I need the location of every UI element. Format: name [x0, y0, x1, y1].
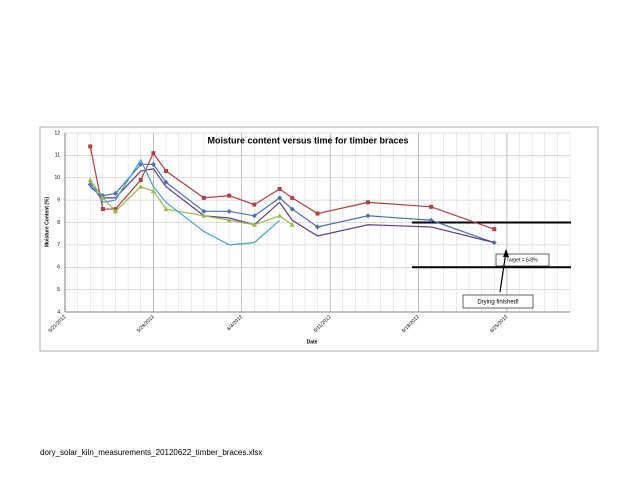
marker	[251, 222, 257, 227]
annotation-box	[495, 253, 550, 267]
marker	[289, 206, 295, 212]
y-tick-label: 10	[54, 175, 60, 181]
footer: dory_solar_kiln_measurements_20120622_ti…	[40, 448, 262, 457]
chart-frame	[39, 126, 599, 352]
x-axis-label: Date	[307, 339, 318, 345]
marker	[164, 169, 168, 174]
y-axis-label: Moisture Content (%)	[44, 197, 50, 248]
arrow	[499, 251, 507, 293]
marker	[492, 227, 497, 232]
marker	[100, 195, 106, 200]
marker	[252, 202, 257, 207]
chart-title: Moisture content versus time for timber …	[207, 135, 408, 145]
marker	[150, 161, 156, 167]
marker	[100, 207, 105, 212]
marker	[277, 195, 283, 201]
marker	[151, 151, 156, 156]
marker	[290, 195, 295, 200]
marker	[315, 211, 320, 216]
marker	[277, 213, 283, 218]
marker	[365, 213, 371, 219]
marker	[251, 213, 257, 219]
y-tick-label: 7	[57, 242, 60, 248]
y-tick-label: 5	[57, 287, 60, 293]
marker	[163, 179, 169, 185]
annotation: Target = 6-8%	[506, 257, 538, 263]
marker	[428, 217, 434, 223]
y-tick-label: 8	[57, 220, 60, 226]
series-line	[89, 158, 281, 246]
marker	[277, 186, 282, 191]
marker	[315, 224, 320, 230]
marker	[88, 144, 93, 149]
annotation: Drying finished!	[477, 300, 519, 306]
marker	[87, 177, 93, 182]
marker	[429, 204, 434, 209]
annotation-box	[462, 294, 534, 309]
y-tick-label: 6	[57, 265, 60, 271]
marker	[226, 217, 232, 223]
marker	[366, 200, 370, 205]
marker	[227, 193, 232, 198]
marker	[289, 222, 295, 227]
marker	[201, 213, 207, 218]
marker	[201, 195, 206, 200]
y-tick-label: 12	[54, 130, 60, 136]
y-tick-label: 9	[57, 197, 60, 203]
marker	[113, 190, 118, 196]
marker	[150, 188, 156, 194]
marker	[138, 177, 143, 182]
y-tick-label: 4	[57, 309, 60, 315]
marker	[201, 208, 207, 214]
y-tick-label: 11	[55, 153, 60, 159]
marker	[163, 206, 169, 212]
marker	[226, 208, 232, 214]
marker	[138, 184, 144, 189]
marker	[113, 208, 118, 214]
arrow-head	[503, 249, 509, 257]
